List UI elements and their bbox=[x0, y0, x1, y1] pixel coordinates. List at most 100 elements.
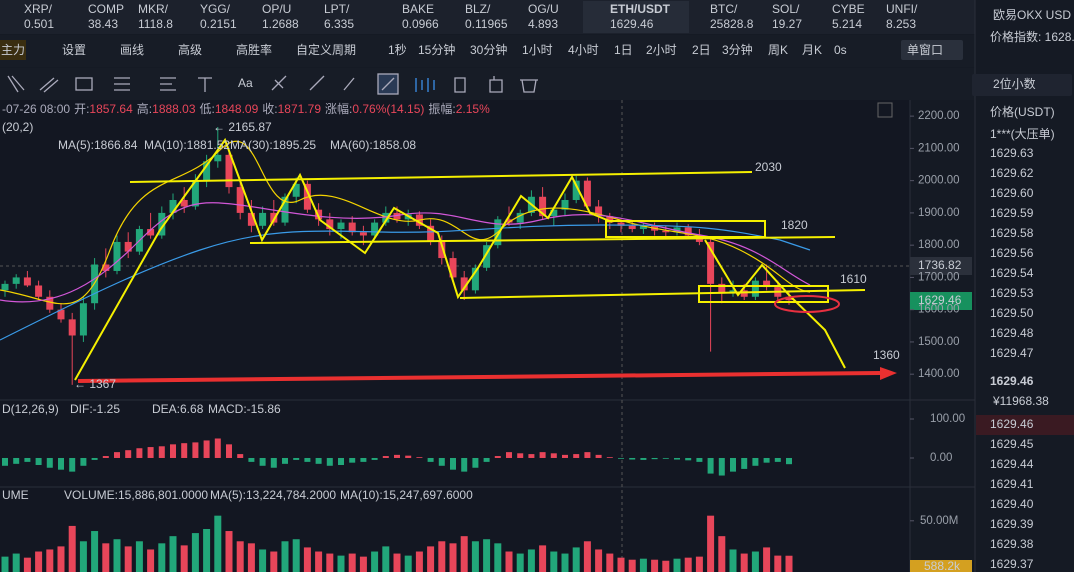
candle-body bbox=[371, 222, 379, 236]
ticker-name[interactable]: MKR/ bbox=[138, 2, 169, 16]
volume-bar bbox=[236, 541, 244, 572]
macd-bar bbox=[483, 457, 490, 462]
cross-price-tag bbox=[910, 257, 972, 275]
ask-price: 1629.53 bbox=[990, 286, 1034, 300]
ticker-name[interactable]: UNFI/ bbox=[886, 2, 918, 16]
macd-bar bbox=[562, 454, 568, 458]
window[interactable]: 单窗口 bbox=[907, 43, 943, 57]
macd-bar bbox=[181, 443, 188, 458]
toolbar-item[interactable]: 设置 bbox=[62, 43, 86, 57]
y-tick-label: 100.00 bbox=[930, 413, 965, 425]
ticker-name[interactable]: ETH/USDT bbox=[610, 2, 671, 16]
ob-cny: ¥11968.38 bbox=[992, 394, 1049, 408]
ticker-name[interactable]: LPT/ bbox=[324, 2, 350, 16]
window-button[interactable] bbox=[901, 40, 963, 60]
candle-body bbox=[158, 212, 166, 236]
period[interactable]: 1日 bbox=[614, 43, 633, 57]
ticker-name[interactable]: XRP/ bbox=[24, 2, 53, 16]
annotation: 1820 bbox=[781, 218, 808, 232]
macd-bar bbox=[214, 438, 221, 458]
toolbar-item[interactable]: 主力 bbox=[1, 43, 25, 57]
fullscreen[interactable] bbox=[877, 102, 893, 118]
volume-bar bbox=[191, 533, 199, 572]
volume-bar bbox=[113, 539, 121, 572]
candle-body bbox=[393, 212, 401, 220]
toolbar-item[interactable]: 高级 bbox=[178, 42, 202, 57]
period[interactable]: 2小时 bbox=[646, 43, 677, 57]
bid-price: 1629.41 bbox=[990, 477, 1034, 491]
macd-bar bbox=[718, 457, 725, 476]
macd-bar bbox=[293, 457, 300, 460]
ob-decimals[interactable]: 2位小数 bbox=[993, 76, 1036, 91]
ask-price: 1629.62 bbox=[990, 166, 1034, 180]
low-label: ← 1367 bbox=[74, 377, 116, 391]
macd-bar bbox=[158, 446, 165, 458]
macd-bar bbox=[349, 457, 356, 463]
boll-label: (20,2) bbox=[2, 120, 33, 134]
ticker-name[interactable]: OG/U bbox=[528, 2, 559, 16]
ob-big: 1***(大压单) bbox=[990, 127, 1055, 141]
period[interactable]: 周K bbox=[768, 43, 788, 57]
ticker-name[interactable]: CYBE bbox=[832, 2, 865, 16]
ticker-name[interactable]: YGG/ bbox=[200, 2, 231, 16]
ticker-name[interactable]: BTC/ bbox=[710, 2, 738, 16]
ticker-name[interactable]: BLZ/ bbox=[465, 2, 491, 16]
candle-body bbox=[102, 264, 110, 271]
active-ticker bbox=[583, 1, 689, 33]
macd-bar bbox=[24, 457, 31, 462]
draw-tools[interactable] bbox=[7, 73, 538, 95]
ticker-name[interactable]: BAKE bbox=[402, 2, 434, 16]
candle-body bbox=[460, 277, 468, 291]
ask-price: 1629.63 bbox=[990, 146, 1034, 160]
candle-body bbox=[247, 212, 255, 226]
y-tick-label: 50.00M bbox=[920, 515, 958, 527]
period[interactable]: 1秒 bbox=[388, 43, 407, 57]
main-tab[interactable] bbox=[0, 40, 26, 60]
period[interactable]: 3分钟 bbox=[722, 42, 753, 57]
macd-bar bbox=[136, 448, 143, 458]
toolbar bbox=[0, 35, 975, 67]
aa-icon[interactable]: Aa bbox=[238, 76, 253, 90]
toolbar-item[interactable]: 画线 bbox=[120, 43, 144, 57]
info-value: 0.76%(14.15) bbox=[352, 102, 424, 116]
ticker-name[interactable]: OP/U bbox=[262, 2, 291, 16]
candle-body bbox=[662, 230, 670, 233]
annotation: 2030 bbox=[755, 160, 782, 174]
ask-price: 1629.60 bbox=[990, 186, 1034, 200]
volume-bar bbox=[740, 553, 748, 572]
candle-body bbox=[740, 290, 748, 297]
macd-bar bbox=[114, 452, 120, 458]
period[interactable]: 15分钟 bbox=[418, 42, 455, 57]
period[interactable]: 2日 bbox=[692, 43, 711, 57]
ticker-name[interactable]: COMP bbox=[88, 2, 124, 16]
volume-bar bbox=[79, 541, 87, 572]
period[interactable]: 30分钟 bbox=[470, 42, 507, 57]
period[interactable]: 4小时 bbox=[568, 43, 599, 57]
volume-bar bbox=[751, 551, 759, 572]
candle-body bbox=[684, 227, 692, 236]
macd-bar bbox=[192, 442, 199, 458]
volume-bar bbox=[707, 515, 715, 572]
candle-body bbox=[516, 212, 524, 223]
macd-bar bbox=[102, 456, 109, 458]
ob-index: 价格指数: 1628. bbox=[990, 29, 1074, 44]
toolbar-item[interactable]: 自定义周期 bbox=[296, 42, 356, 57]
candle-body bbox=[337, 222, 345, 230]
ticker-price: 6.335 bbox=[324, 17, 354, 31]
candle-body bbox=[617, 222, 625, 226]
volume-bar bbox=[270, 551, 278, 572]
period[interactable]: 1小时 bbox=[522, 43, 553, 57]
period[interactable]: 0s bbox=[834, 43, 847, 57]
toolbar-item[interactable]: 高胜率 bbox=[236, 42, 272, 57]
decimals-box[interactable] bbox=[972, 74, 1072, 96]
candle-body bbox=[270, 212, 278, 223]
period[interactable]: 月K bbox=[802, 43, 822, 57]
volume-bar bbox=[415, 551, 423, 572]
macd-bar bbox=[450, 457, 456, 470]
macd-bar bbox=[651, 457, 658, 460]
macd-bar bbox=[91, 457, 98, 460]
ticker-name[interactable]: SOL/ bbox=[772, 2, 800, 16]
volume-bar bbox=[315, 551, 323, 572]
macd-bar bbox=[170, 444, 176, 458]
macd-bar bbox=[539, 452, 546, 458]
